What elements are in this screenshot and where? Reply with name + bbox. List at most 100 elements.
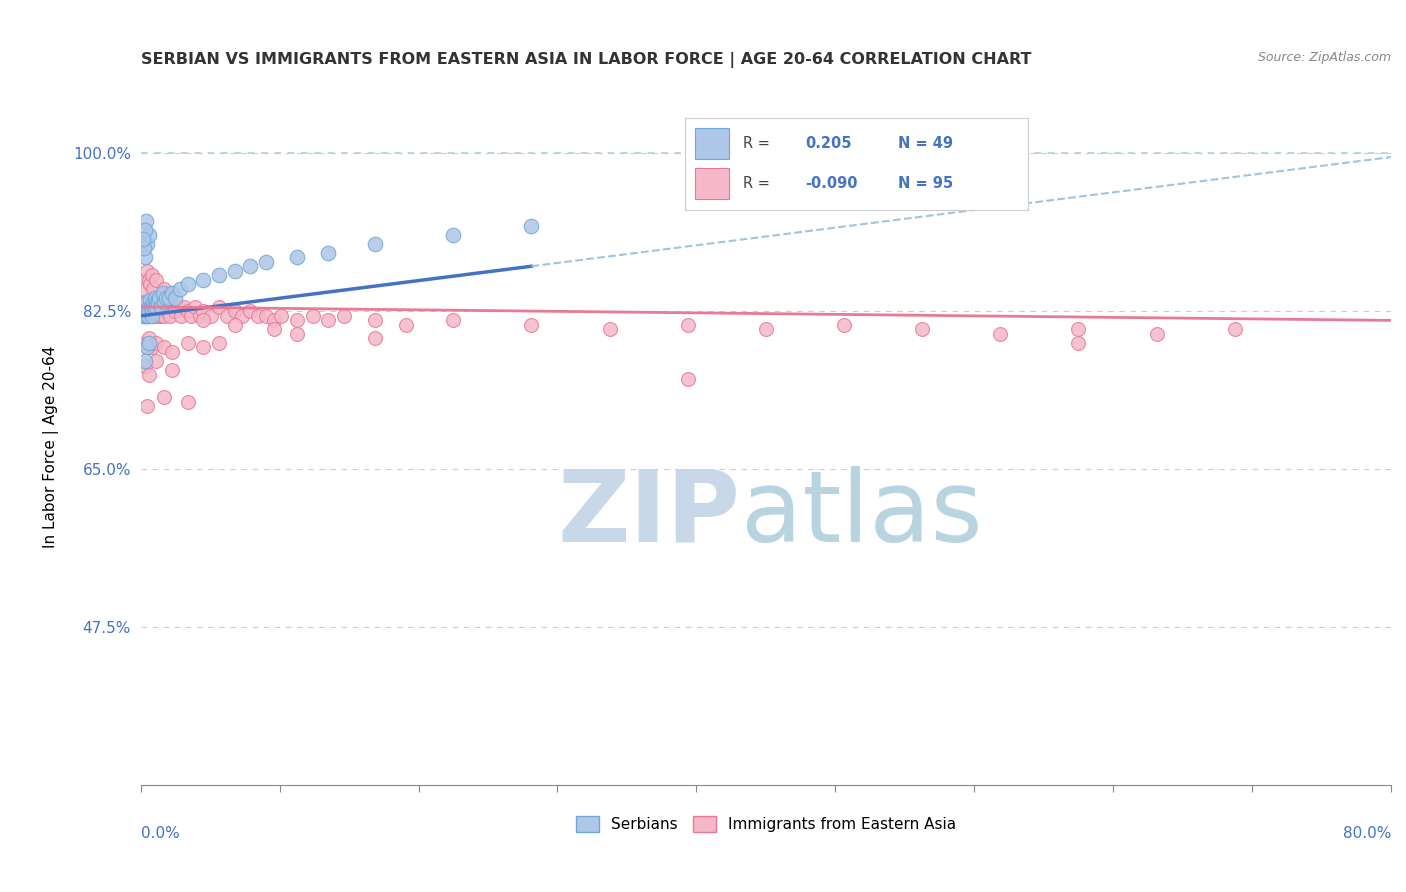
Point <box>254 254 277 268</box>
Point <box>285 313 308 327</box>
Point <box>170 309 193 323</box>
Point <box>155 291 177 305</box>
Point <box>141 304 163 318</box>
Point <box>911 322 934 336</box>
Point <box>153 282 176 296</box>
Point <box>138 227 160 242</box>
Point <box>142 282 165 296</box>
Point <box>134 309 156 323</box>
Point <box>134 359 156 373</box>
Point <box>139 293 162 307</box>
Point <box>755 322 778 336</box>
Point <box>141 341 163 355</box>
Point <box>146 295 169 310</box>
Point <box>138 331 160 345</box>
Point <box>285 250 308 264</box>
Point <box>145 304 167 318</box>
Point <box>148 291 170 305</box>
Point <box>135 300 157 314</box>
Point <box>136 295 159 310</box>
Point <box>1067 322 1090 336</box>
Point <box>167 300 190 314</box>
Point <box>364 313 387 327</box>
Point <box>1067 335 1090 350</box>
Point <box>134 250 156 264</box>
Point <box>160 286 183 301</box>
Point <box>136 236 159 251</box>
Text: ZIP: ZIP <box>558 466 741 563</box>
Point <box>145 335 167 350</box>
Point <box>132 232 155 246</box>
Point <box>169 282 191 296</box>
Point <box>193 313 215 327</box>
Text: 0.0%: 0.0% <box>141 826 180 841</box>
Point <box>132 304 155 318</box>
Point <box>153 341 176 355</box>
Point <box>184 300 207 314</box>
Point <box>224 264 246 278</box>
Point <box>136 309 159 323</box>
Point <box>138 273 160 287</box>
Point <box>138 368 160 382</box>
Point <box>676 318 699 332</box>
Point <box>136 399 159 413</box>
Point <box>135 309 157 323</box>
Point <box>254 309 277 323</box>
Point <box>208 268 231 283</box>
Point <box>132 300 155 314</box>
Point <box>152 295 174 310</box>
Point <box>134 295 156 310</box>
Point <box>138 300 160 314</box>
Point <box>988 326 1011 341</box>
Point <box>160 300 183 314</box>
Text: SERBIAN VS IMMIGRANTS FROM EASTERN ASIA IN LABOR FORCE | AGE 20-64 CORRELATION C: SERBIAN VS IMMIGRANTS FROM EASTERN ASIA … <box>141 52 1031 68</box>
Point <box>132 309 155 323</box>
Point <box>176 394 198 409</box>
Point <box>145 300 167 314</box>
Point <box>224 318 246 332</box>
Point <box>138 335 160 350</box>
Point <box>188 309 211 323</box>
Point <box>200 309 222 323</box>
Point <box>395 318 418 332</box>
Point <box>153 295 176 310</box>
Point <box>193 304 215 318</box>
Point <box>145 295 167 310</box>
Point <box>134 282 156 296</box>
Point <box>156 304 179 318</box>
Point <box>138 295 160 310</box>
Point <box>138 304 160 318</box>
Point <box>1146 326 1168 341</box>
Point <box>193 273 215 287</box>
Point <box>301 309 323 323</box>
Point <box>193 341 215 355</box>
Point <box>136 341 159 355</box>
Text: atlas: atlas <box>741 466 983 563</box>
Point <box>239 304 262 318</box>
Point <box>148 300 170 314</box>
Point <box>145 354 167 368</box>
Point <box>131 309 153 323</box>
Point <box>153 390 176 404</box>
Point <box>134 223 156 237</box>
Point <box>139 300 162 314</box>
Text: 80.0%: 80.0% <box>1343 826 1391 841</box>
Point <box>208 335 231 350</box>
Point <box>134 301 156 316</box>
Point <box>270 309 292 323</box>
Point <box>145 300 167 314</box>
Point <box>153 309 176 323</box>
Point <box>145 273 167 287</box>
Point <box>599 322 621 336</box>
Point <box>176 277 198 292</box>
Point <box>157 300 180 314</box>
Point <box>141 300 163 314</box>
Point <box>364 331 387 345</box>
Legend: Serbians, Immigrants from Eastern Asia: Serbians, Immigrants from Eastern Asia <box>569 810 962 838</box>
Point <box>159 309 181 323</box>
Point <box>143 291 166 305</box>
Point <box>165 291 187 305</box>
Point <box>150 300 173 314</box>
Point <box>1223 322 1246 336</box>
Point <box>441 313 464 327</box>
